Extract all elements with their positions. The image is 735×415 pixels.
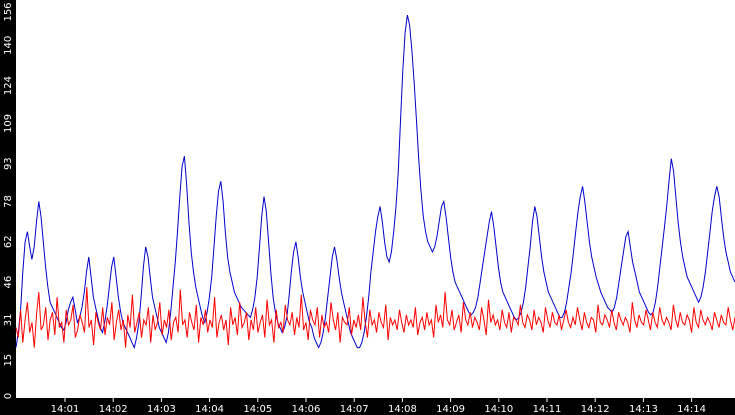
y-tick-label: 109 — [3, 114, 14, 133]
y-tick-label: 124 — [3, 76, 14, 95]
x-tick-label: 14:02 — [99, 404, 128, 415]
plot-area — [15, 14, 735, 350]
x-tick-label: 14:05 — [243, 404, 272, 415]
y-axis: 0 15 31 46 62 78 93 109 124 140 156 — [3, 2, 14, 399]
x-tick-label: 14:04 — [195, 404, 224, 415]
chart-area-background — [16, 0, 735, 398]
x-tick-label: 14:01 — [51, 404, 80, 415]
x-axis: 14:01 14:02 14:03 14:04 14:05 14:06 14:07 14:08… — [51, 398, 706, 415]
y-tick-label: 15 — [3, 354, 14, 367]
y-tick-label: 46 — [3, 276, 14, 289]
x-tick-label: 14:10 — [484, 404, 513, 415]
x-tick-label: 14:12 — [581, 404, 610, 415]
x-tick-label: 14:03 — [147, 404, 176, 415]
x-tick-label: 14:06 — [292, 404, 321, 415]
series-line-2 — [15, 287, 735, 348]
x-tick-label: 14:13 — [629, 404, 658, 415]
y-tick-label: 78 — [3, 195, 14, 208]
y-tick-label: 31 — [3, 314, 14, 327]
y-tick-label: 156 — [3, 2, 14, 21]
y-tick-label: 0 — [3, 393, 14, 399]
x-tick-label: 14:14 — [677, 404, 706, 415]
y-tick-label: 93 — [3, 157, 14, 170]
x-tick-label: 14:11 — [533, 404, 562, 415]
x-tick-label: 14:09 — [436, 404, 465, 415]
bottom-axis-band — [0, 398, 735, 415]
y-tick-label: 140 — [3, 36, 14, 55]
left-axis-band — [0, 0, 16, 415]
x-tick-label: 14:07 — [340, 404, 369, 415]
series-line-1 — [15, 14, 735, 350]
y-tick-label: 62 — [3, 235, 14, 248]
x-tick-label: 14:08 — [388, 404, 417, 415]
